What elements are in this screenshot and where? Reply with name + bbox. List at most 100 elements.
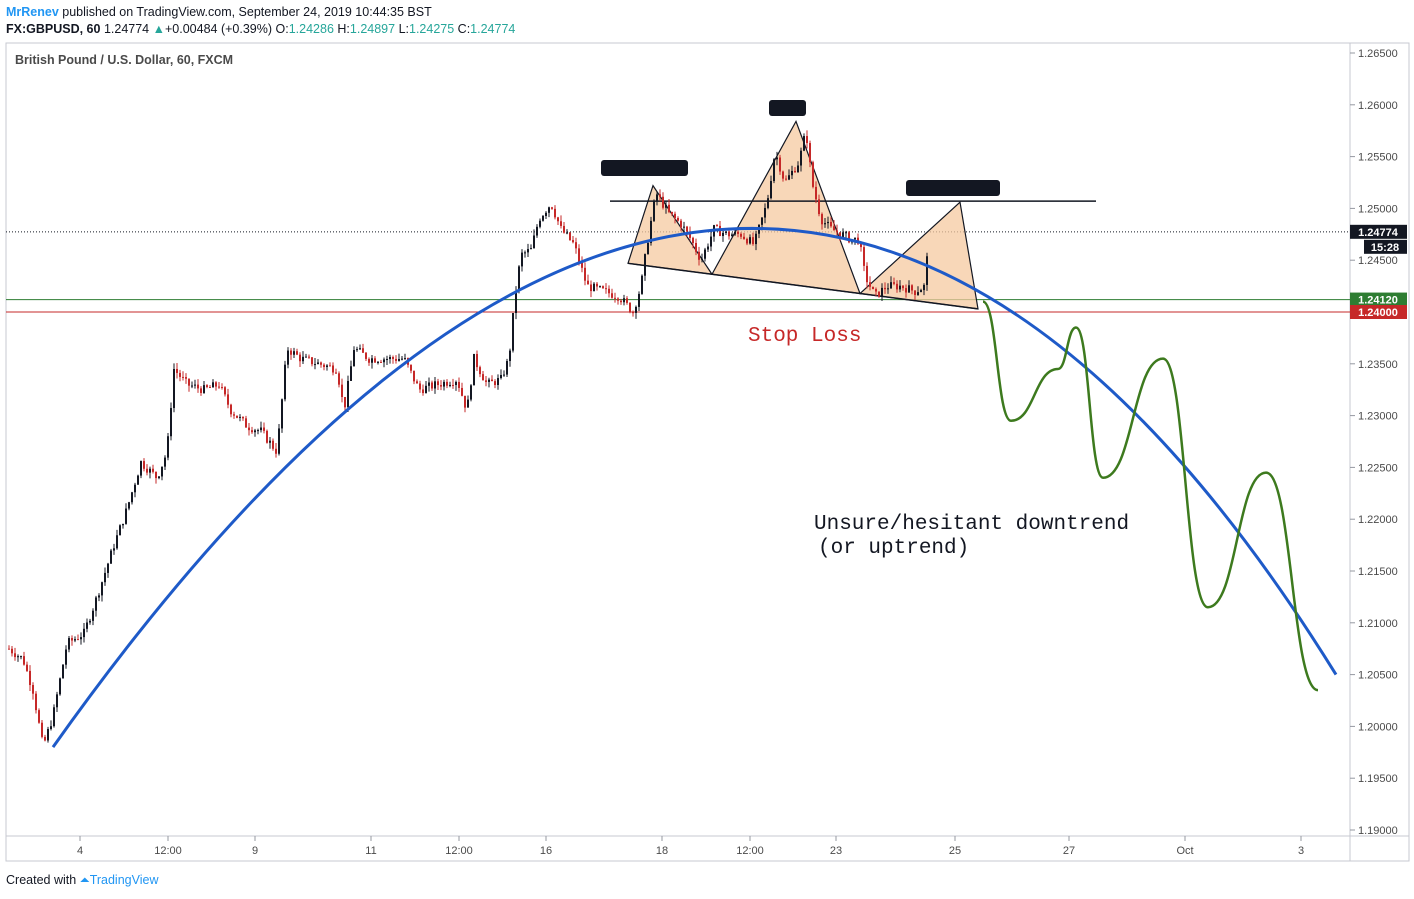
candle-body: [692, 237, 694, 244]
candle-body: [629, 302, 631, 313]
candle-body: [17, 656, 19, 658]
candle-body: [725, 231, 727, 233]
up-triangle-icon: ▲: [152, 22, 165, 36]
time-tick-label-11: Oct: [1176, 845, 1193, 857]
candle-body: [281, 399, 283, 429]
candle-body: [383, 359, 385, 363]
candle-body: [107, 563, 109, 573]
candlestick-series: [8, 130, 928, 743]
candle-body: [305, 356, 307, 358]
drawing-overlays: [51, 227, 1338, 748]
candle-body: [659, 194, 661, 197]
candle-body: [911, 285, 913, 291]
candle-body: [620, 300, 622, 303]
candle-body: [98, 595, 100, 598]
candle-body: [200, 388, 202, 393]
candle-body: [320, 362, 322, 365]
candle-body: [347, 380, 349, 408]
price-label-box-0: [1350, 224, 1407, 239]
tradingview-link[interactable]: TradingView: [89, 873, 159, 887]
candle-body: [632, 312, 634, 314]
candle-body: [233, 414, 235, 416]
candle-body: [296, 351, 298, 355]
candle-body: [425, 385, 427, 394]
candle-body: [722, 232, 724, 237]
candle-body: [164, 457, 166, 467]
right-shoulder-label-box: [906, 180, 1000, 196]
candle-body: [359, 348, 361, 350]
candle-body: [134, 484, 136, 493]
candle-body: [437, 381, 439, 386]
change-value: +0.00484 (+0.39%): [165, 22, 273, 36]
candle-body: [197, 384, 199, 389]
time-tick-label-6: 18: [656, 845, 668, 857]
candle-body: [641, 275, 643, 294]
candle-body: [839, 232, 841, 238]
price-tick-label-4: 1.24500: [1358, 255, 1398, 267]
candle-body: [884, 287, 886, 290]
price-label-box-2: [1350, 305, 1407, 319]
candle-body: [137, 475, 139, 485]
candle-body: [323, 364, 325, 368]
candle-body: [86, 622, 88, 629]
candle-body: [497, 378, 499, 386]
candle-body: [806, 136, 808, 144]
candle-body: [14, 653, 16, 658]
candle-body: [890, 282, 892, 289]
candle-body: [575, 242, 577, 249]
candle-body: [314, 364, 316, 366]
candle-body: [182, 376, 184, 378]
candle-body: [332, 365, 334, 373]
candle-body: [674, 213, 676, 219]
price-tick-label-2: 1.25500: [1358, 152, 1398, 164]
candle-body: [482, 374, 484, 381]
time-tick-label-12: 3: [1298, 845, 1304, 857]
candle-body: [395, 358, 397, 361]
candle-body: [866, 265, 868, 283]
candle-body: [515, 291, 517, 313]
candle-body: [635, 306, 637, 313]
candle-body: [41, 722, 43, 737]
candle-body: [800, 150, 802, 166]
candle-body: [626, 298, 628, 303]
candle-body: [278, 428, 280, 454]
candle-body: [20, 656, 22, 658]
candle-body: [449, 384, 451, 386]
candle-body: [143, 461, 145, 469]
candle-body: [458, 381, 460, 388]
price-tick-label-15: 1.19000: [1358, 825, 1398, 837]
chart-title: British Pound / U.S. Dollar, 60, FXCM: [15, 53, 233, 67]
candle-body: [596, 283, 598, 287]
candle-body: [230, 404, 232, 415]
candle-body: [431, 382, 433, 389]
low-label: L:: [398, 22, 409, 36]
candle-body: [245, 418, 247, 428]
candle-body: [428, 382, 430, 386]
candle-body: [122, 523, 124, 526]
candle-body: [548, 207, 550, 213]
candle-body: [773, 159, 775, 182]
candle-body: [221, 387, 223, 389]
candle-body: [908, 285, 910, 293]
price-label-box-1: [1350, 292, 1407, 307]
candle-body: [299, 354, 301, 362]
candle-body: [914, 290, 916, 295]
candle-body: [917, 292, 919, 295]
candle-body: [509, 350, 511, 362]
candle-body: [155, 471, 157, 479]
candle-body: [836, 230, 838, 233]
candle-body: [476, 353, 478, 368]
candle-body: [365, 352, 367, 359]
candle-body: [842, 232, 844, 238]
candle-body: [212, 382, 214, 388]
candle-body: [695, 243, 697, 252]
candle-body: [755, 233, 757, 245]
candle-body: [821, 214, 823, 225]
candle-body: [644, 254, 646, 276]
price-tick-label-6: 1.23500: [1358, 359, 1398, 371]
author-link[interactable]: MrRenev: [6, 5, 59, 19]
candle-body: [554, 208, 556, 218]
candle-body: [260, 427, 262, 431]
